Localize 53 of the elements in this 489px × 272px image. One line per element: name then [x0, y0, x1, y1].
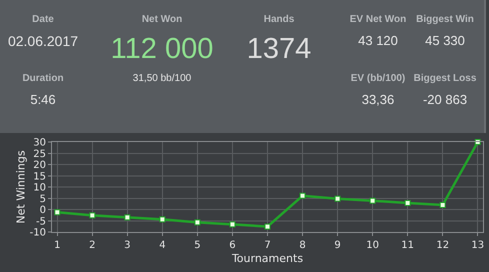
text: 1374 [246, 33, 312, 66]
text: 5:46 [30, 92, 56, 107]
point [300, 192, 306, 199]
point [334, 196, 341, 202]
y-tick-label: 5 [40, 194, 46, 205]
x-tick-label: 12 [436, 240, 450, 251]
point [89, 212, 96, 218]
text: -20 863 [422, 92, 468, 107]
text: 02.06.2017 [8, 33, 78, 49]
y-axis-title: Net Winnings [14, 150, 28, 224]
y-tick-label: -10 [30, 228, 46, 238]
point [54, 209, 60, 216]
x-tick-label: 4 [159, 240, 166, 251]
x-tick-label: 2 [89, 240, 96, 251]
text: EV (bb/100) [350, 73, 406, 84]
x-tick-label: 6 [229, 240, 236, 251]
y-tick-label: 20 [33, 160, 46, 171]
text: 33,36 [362, 92, 394, 107]
point [194, 219, 200, 226]
point [370, 198, 376, 204]
x-tick-label: 1 [54, 240, 60, 251]
y-tick-label: 10 [33, 182, 46, 194]
x-tick-label: 7 [264, 240, 271, 251]
x-tick-label: 8 [299, 240, 306, 251]
text: Biggest Loss [414, 73, 476, 84]
text: 43 120 [358, 33, 398, 48]
x-tick-label: 5 [194, 240, 201, 251]
x-axis-title: Tournaments [230, 252, 304, 266]
y-tick-label: 30 [33, 138, 46, 148]
y-tick-label: 15 [33, 171, 46, 182]
point [124, 214, 130, 220]
x-tick-label: 10 [366, 240, 379, 251]
text: EV Net Won [350, 14, 406, 25]
point [404, 200, 411, 206]
point [440, 202, 446, 208]
text: Hands [264, 14, 294, 25]
y-tick-label: 25 [33, 148, 46, 160]
point [159, 216, 166, 222]
text: Net Won [142, 14, 182, 25]
text: 112 000 [110, 33, 214, 66]
x-tick-label: 13 [471, 240, 484, 251]
y-tick-label: -5 [36, 216, 46, 228]
point [229, 221, 236, 228]
x-tick-label: 9 [334, 240, 341, 251]
text: 31,50 bb/100 [132, 73, 192, 84]
point [264, 224, 270, 230]
text: Duration [22, 73, 64, 84]
text: Date [32, 14, 54, 25]
text: 45 330 [425, 33, 465, 48]
y-tick-label: 0 [40, 205, 46, 216]
text: Biggest Win [416, 14, 474, 25]
x-tick-label: 3 [124, 240, 131, 251]
x-tick-label: 11 [401, 240, 414, 251]
